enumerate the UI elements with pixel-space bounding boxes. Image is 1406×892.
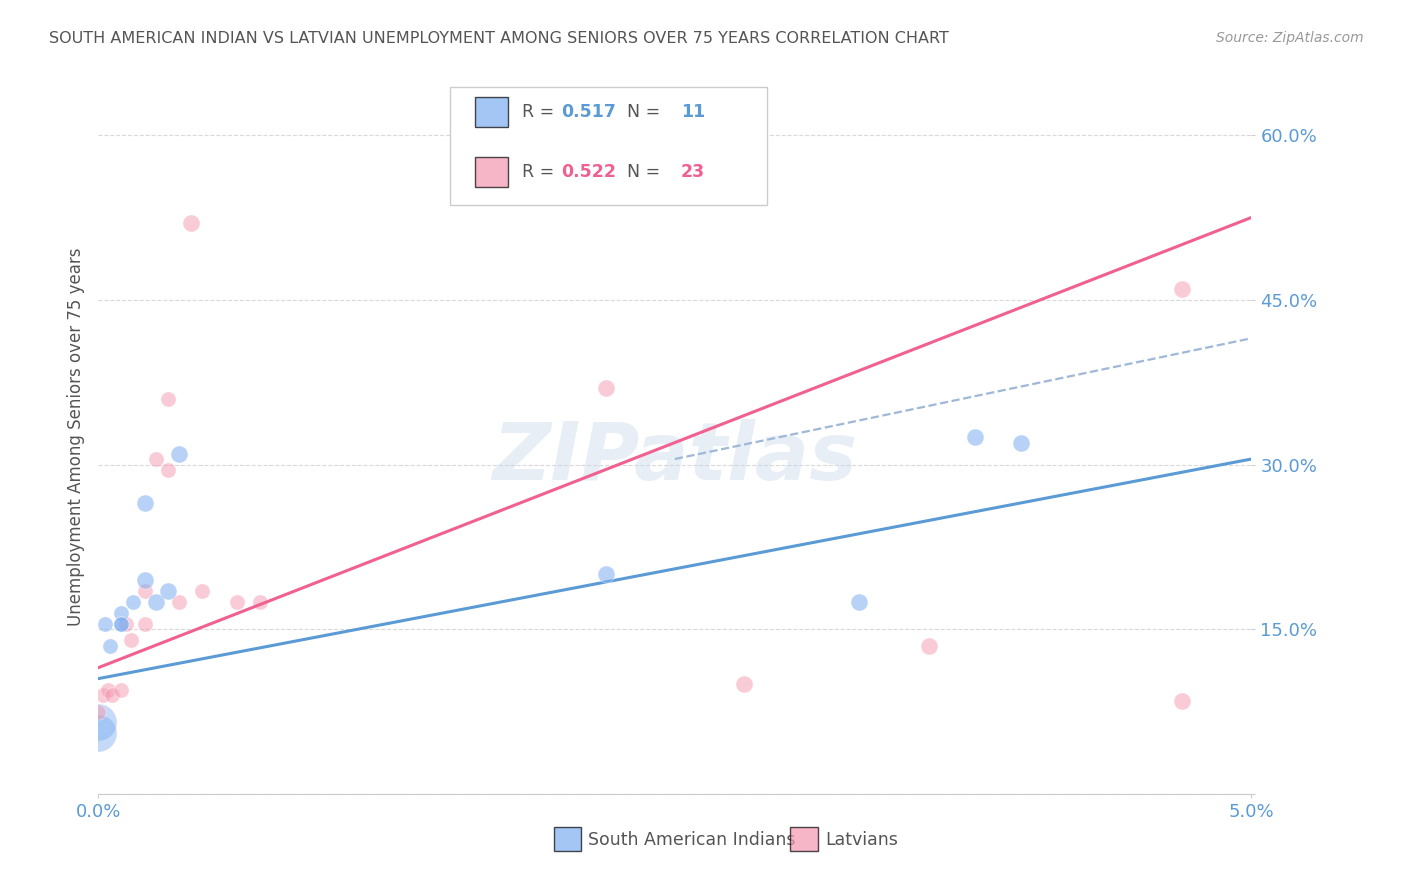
Point: [167, 446, 190, 460]
Text: SOUTH AMERICAN INDIAN VS LATVIAN UNEMPLOYMENT AMONG SENIORS OVER 75 YEARS CORREL: SOUTH AMERICAN INDIAN VS LATVIAN UNEMPLO…: [49, 31, 949, 46]
Point: [1171, 282, 1194, 296]
Text: ZIPatlas: ZIPatlas: [492, 419, 858, 498]
Point: [110, 682, 132, 697]
Point: [963, 430, 986, 444]
Text: Source: ZipAtlas.com: Source: ZipAtlas.com: [1216, 31, 1364, 45]
Point: [98, 639, 121, 653]
FancyBboxPatch shape: [554, 828, 582, 851]
Point: [110, 616, 132, 631]
Text: 0.517: 0.517: [561, 103, 616, 120]
Text: Latvians: Latvians: [825, 830, 897, 848]
Point: [134, 573, 156, 587]
Point: [122, 595, 145, 609]
Point: [120, 633, 142, 648]
Text: N =: N =: [616, 103, 666, 120]
Point: [225, 595, 247, 609]
Point: [733, 677, 755, 691]
Point: [101, 688, 124, 702]
Point: [180, 216, 202, 230]
FancyBboxPatch shape: [475, 157, 508, 187]
Point: [595, 381, 617, 395]
Point: [134, 583, 156, 598]
Text: R =: R =: [522, 103, 560, 120]
Point: [145, 595, 167, 609]
Text: South American Indians: South American Indians: [589, 830, 796, 848]
Point: [848, 595, 870, 609]
Text: R =: R =: [522, 163, 560, 181]
Point: [1010, 435, 1032, 450]
Point: [87, 726, 110, 740]
Point: [97, 682, 120, 697]
Y-axis label: Unemployment Among Seniors over 75 years: Unemployment Among Seniors over 75 years: [66, 248, 84, 626]
Text: 23: 23: [681, 163, 704, 181]
Point: [917, 639, 939, 653]
Point: [156, 392, 179, 406]
Point: [595, 567, 617, 582]
FancyBboxPatch shape: [475, 96, 508, 127]
Point: [134, 496, 156, 510]
Point: [167, 595, 190, 609]
Text: N =: N =: [616, 163, 666, 181]
Point: [115, 616, 138, 631]
Text: 11: 11: [681, 103, 704, 120]
Point: [94, 616, 117, 631]
Point: [145, 452, 167, 467]
FancyBboxPatch shape: [790, 828, 818, 851]
Point: [87, 715, 110, 730]
Point: [249, 595, 271, 609]
Point: [156, 583, 179, 598]
Point: [134, 616, 156, 631]
Point: [156, 463, 179, 477]
Point: [87, 705, 110, 719]
Text: 0.522: 0.522: [561, 163, 616, 181]
Point: [191, 583, 214, 598]
Point: [110, 616, 132, 631]
Point: [1171, 693, 1194, 707]
Point: [110, 606, 132, 620]
FancyBboxPatch shape: [450, 87, 768, 205]
Point: [91, 688, 114, 702]
